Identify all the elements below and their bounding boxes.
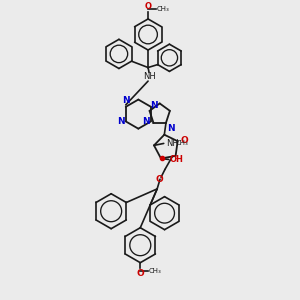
Text: CH₃: CH₃: [157, 6, 169, 12]
Text: N: N: [167, 124, 175, 133]
Text: NH: NH: [166, 139, 178, 148]
Text: O: O: [136, 268, 144, 278]
Text: N: N: [122, 96, 130, 105]
Text: N: N: [151, 101, 158, 110]
Text: O: O: [145, 2, 152, 11]
Text: OH: OH: [170, 155, 184, 164]
Text: NH: NH: [144, 72, 156, 81]
Text: CH₃: CH₃: [176, 140, 188, 146]
Text: N: N: [117, 117, 125, 126]
Text: N: N: [142, 117, 150, 126]
Text: O: O: [181, 136, 188, 145]
Text: CH₃: CH₃: [149, 268, 162, 274]
Text: O: O: [155, 175, 163, 184]
